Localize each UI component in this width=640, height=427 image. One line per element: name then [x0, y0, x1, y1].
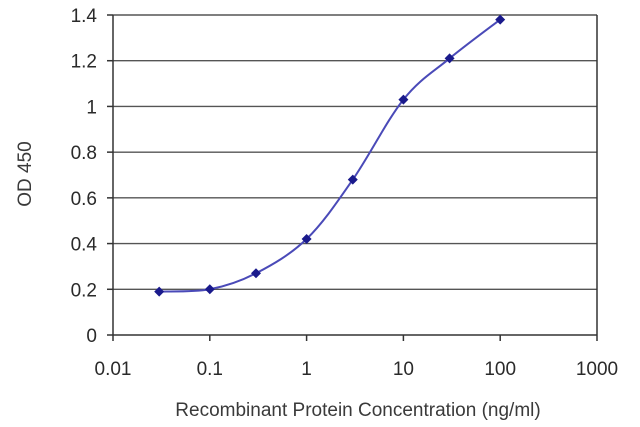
y-tick-label: 0.2 — [71, 280, 97, 301]
y-tick-label: 1.2 — [71, 52, 97, 73]
series-line — [159, 18, 501, 293]
axes — [107, 14, 598, 341]
y-tick-label: 0.4 — [71, 235, 98, 256]
x-tick-label: 10 — [393, 359, 414, 380]
y-tick-label: 0.6 — [71, 189, 97, 210]
y-tick-label: 0.8 — [71, 143, 97, 164]
data-point — [495, 14, 506, 25]
x-tick-label: 1000 — [576, 359, 618, 380]
y-tick-labels: 0 0.2 0.4 0.6 0.8 1 1.2 1.4 — [71, 6, 98, 347]
x-tick-label: 1 — [301, 359, 312, 380]
x-tick-labels: 0.01 0.1 1 10 100 1000 — [95, 359, 619, 380]
y-tick-label: 1 — [86, 97, 97, 118]
data-point — [154, 286, 165, 297]
data-point — [204, 284, 215, 295]
data-point — [347, 174, 358, 185]
x-tick-label: 100 — [484, 359, 516, 380]
data-point — [250, 268, 261, 279]
data-point — [444, 53, 455, 64]
data-point — [301, 234, 312, 244]
x-tick-label: 0.1 — [197, 359, 223, 380]
grid-lines — [113, 14, 597, 290]
series-points — [154, 14, 506, 297]
x-tick-label: 0.01 — [95, 359, 132, 380]
series-line-path — [159, 18, 501, 293]
x-axis-title: Recombinant Protein Concentration (ng/ml… — [175, 400, 540, 421]
y-tick-label: 1.4 — [71, 6, 98, 27]
y-tick-label: 0 — [86, 326, 97, 347]
data-point — [398, 94, 409, 105]
y-axis-title: OD 450 — [15, 141, 36, 206]
